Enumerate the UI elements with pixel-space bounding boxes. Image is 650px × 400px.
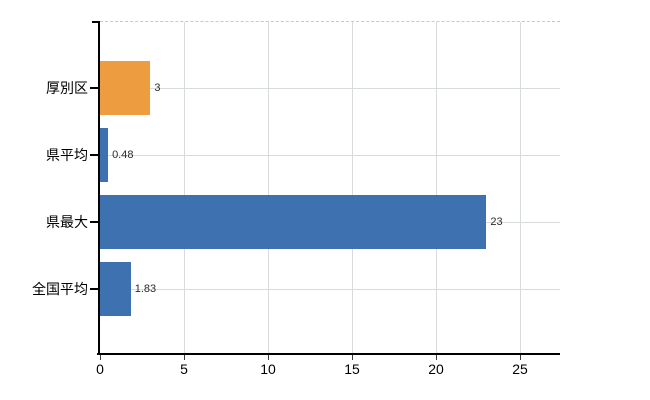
y-axis-tick: [90, 154, 98, 156]
chart-bar: [100, 195, 486, 249]
y-axis-tick: [90, 288, 98, 290]
x-axis-tick: [100, 355, 101, 360]
value-label: 0.48: [112, 149, 134, 161]
y-axis-tick: [90, 87, 98, 89]
x-axis-tick: [268, 355, 269, 360]
horizontal-gridline: [100, 289, 560, 290]
category-label: 県平均: [46, 147, 88, 163]
horizontal-gridline: [100, 155, 560, 156]
vertical-gridline: [352, 22, 353, 353]
plot-top-border: [100, 21, 560, 22]
x-axis-tick: [352, 355, 353, 360]
category-label: 全国平均: [32, 281, 88, 297]
category-label: 厚別区: [46, 80, 88, 96]
x-axis-tick-label: 10: [260, 361, 276, 377]
x-axis-tick-label: 0: [96, 361, 104, 377]
x-axis-tick-label: 25: [512, 361, 528, 377]
value-label: 23: [490, 216, 503, 228]
horizontal-gridline: [100, 88, 560, 89]
y-axis-top-tick: [92, 21, 98, 23]
value-label: 3: [154, 82, 161, 94]
x-axis-tick-label: 5: [180, 361, 188, 377]
vertical-gridline: [184, 22, 185, 353]
y-axis-line: [98, 21, 100, 355]
vertical-gridline: [436, 22, 437, 353]
vertical-gridline: [520, 22, 521, 353]
x-axis-tick: [520, 355, 521, 360]
y-axis-tick: [90, 221, 98, 223]
chart-bar: [100, 262, 131, 316]
x-axis-tick-label: 20: [428, 361, 444, 377]
value-label: 1.83: [134, 283, 157, 295]
x-axis-line: [97, 353, 560, 355]
category-label: 県最大: [46, 214, 88, 230]
x-axis-tick: [436, 355, 437, 360]
chart-bar: [100, 61, 150, 115]
x-axis-tick-label: 15: [344, 361, 360, 377]
chart-bar: [100, 128, 108, 182]
x-axis-tick: [184, 355, 185, 360]
vertical-gridline: [268, 22, 269, 353]
